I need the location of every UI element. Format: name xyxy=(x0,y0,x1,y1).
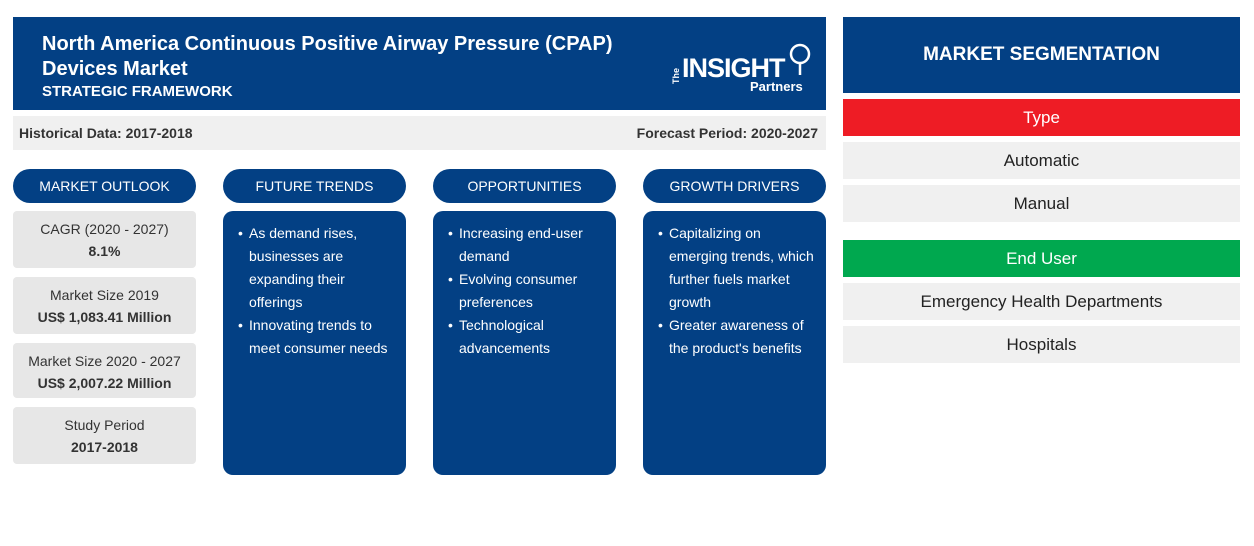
svg-text:INSIGHT: INSIGHT xyxy=(682,53,786,83)
stat-value: US$ 2,007.22 Million xyxy=(37,375,172,391)
svg-text:Partners: Partners xyxy=(750,79,803,94)
market-size-forecast-box: Market Size 2020 - 2027 US$ 2,007.22 Mil… xyxy=(13,343,196,398)
cagr-box: CAGR (2020 - 2027) 8.1% xyxy=(13,211,196,268)
growth-drivers-header: GROWTH DRIVERS xyxy=(643,169,826,203)
segment-item-emergency-health: Emergency Health Departments xyxy=(843,283,1240,320)
future-trends-header: FUTURE TRENDS xyxy=(223,169,406,203)
list-item: As demand rises, businesses are expandin… xyxy=(238,222,400,314)
stat-value: 8.1% xyxy=(88,243,121,259)
future-trends-panel: As demand rises, businesses are expandin… xyxy=(223,211,406,475)
market-segmentation-header: MARKET SEGMENTATION xyxy=(843,17,1240,93)
page-subtitle: STRATEGIC FRAMEWORK xyxy=(42,83,233,100)
segment-enduser-header: End User xyxy=(843,240,1240,277)
stat-value: US$ 1,083.41 Million xyxy=(37,309,172,325)
list-item: Innovating trends to meet consumer needs xyxy=(238,314,400,360)
study-period-box: Study Period 2017-2018 xyxy=(13,407,196,464)
list-item: Evolving consumer preferences xyxy=(448,268,610,314)
list-item: Capitalizing on emerging trends, which f… xyxy=(658,222,820,314)
svg-text:The: The xyxy=(671,68,681,84)
growth-drivers-panel: Capitalizing on emerging trends, which f… xyxy=(643,211,826,475)
segment-item-manual: Manual xyxy=(843,185,1240,222)
historical-data-label: Historical Data: 2017-2018 xyxy=(19,125,193,141)
stat-label: Market Size 2019 xyxy=(50,287,159,303)
market-size-2019-box: Market Size 2019 US$ 1,083.41 Million xyxy=(13,277,196,334)
opportunities-header: OPPORTUNITIES xyxy=(433,169,616,203)
segment-type-header: Type xyxy=(843,99,1240,136)
segment-item-hospitals: Hospitals xyxy=(843,326,1240,363)
page-title: North America Continuous Positive Airway… xyxy=(42,33,613,80)
list-item: Technological advancements xyxy=(448,314,610,360)
period-bar: Historical Data: 2017-2018 Forecast Peri… xyxy=(13,116,826,150)
list-item: Greater awareness of the product's benef… xyxy=(658,314,820,360)
market-outlook-header: MARKET OUTLOOK xyxy=(13,169,196,203)
opportunities-panel: Increasing end-user demand Evolving cons… xyxy=(433,211,616,475)
header-banner: North America Continuous Positive Airway… xyxy=(13,17,826,110)
forecast-period-label: Forecast Period: 2020-2027 xyxy=(636,125,818,141)
stat-label: Study Period xyxy=(64,417,145,433)
segment-item-automatic: Automatic xyxy=(843,142,1240,179)
list-item: Increasing end-user demand xyxy=(448,222,610,268)
stat-label: Market Size 2020 - 2027 xyxy=(28,353,181,369)
insight-partners-logo: The INSIGHT Partners xyxy=(671,43,811,94)
stat-value: 2017-2018 xyxy=(71,439,138,455)
stat-label: CAGR (2020 - 2027) xyxy=(40,221,169,237)
